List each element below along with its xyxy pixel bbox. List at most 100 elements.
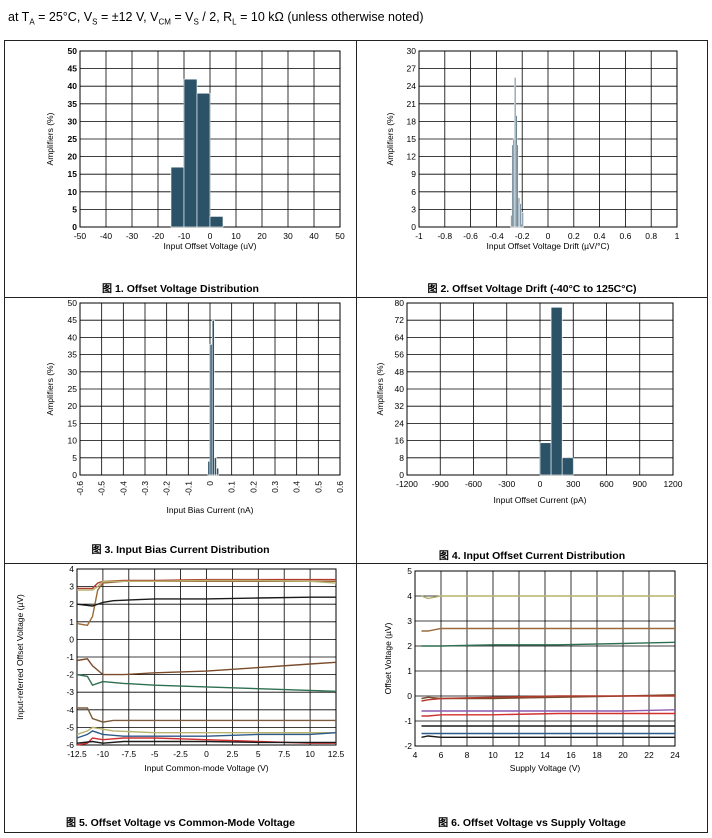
histogram-bar — [209, 216, 224, 228]
x-tick-label: 600 — [599, 479, 613, 489]
series-line-unit-10 — [421, 735, 675, 739]
series-line-unit-5 — [421, 695, 675, 702]
y-tick-label: 64 — [395, 332, 405, 342]
chart-offset-vs-common-mode: -12.5 -10 -7.5 -5 -2.5 0 2.5 5 7.5 10 12.5-6-5-4-3… — [15, 564, 345, 773]
series-line-unit-8 — [76, 726, 336, 736]
y-tick-label: 3 — [411, 204, 416, 214]
x-axis-label: Input Offset Current (pA) — [494, 495, 587, 505]
series-line-unit-1 — [77, 578, 336, 590]
caption-text: 1. Offset Voltage Distribution — [115, 283, 259, 295]
x-tick-label: -1200 — [396, 479, 418, 489]
y-tick-label: 35 — [68, 350, 78, 360]
y-axis-label: Amplifiers (%) — [45, 112, 55, 165]
x-tick-label: 50 — [335, 231, 345, 241]
y-tick-label: 4 — [407, 591, 412, 601]
x-tick-label: 20 — [257, 231, 267, 241]
caption-text: 4. Input Offset Current Distribution — [451, 550, 626, 562]
x-tick-label: 22 — [644, 750, 654, 760]
x-tick-label: 40 — [309, 231, 319, 241]
x-tick-label: 0.5 — [313, 481, 323, 493]
chart-input-offset-current: -1200 -900 -600 -300 0 300 600 900 1200 0 8 16 24 32 4… — [375, 298, 683, 505]
y-tick-label: 5 — [72, 204, 77, 214]
y-axis-label: Amplifiers (%) — [385, 112, 395, 165]
series-line-unit-6 — [421, 709, 676, 712]
x-tick-label: -900 — [432, 479, 449, 489]
x-axis-label: Supply Voltage (V) — [510, 763, 581, 773]
x-tick-label: -600 — [465, 479, 482, 489]
x-tick-label: -50 — [74, 231, 87, 241]
series-line-unit-3 — [77, 579, 337, 591]
y-tick-label: 0 — [407, 691, 412, 701]
y-tick-label: 30 — [68, 116, 78, 126]
y-tick-label: 16 — [395, 436, 405, 446]
caption-fig6: 图 6. Offset Voltage vs Supply Voltage — [357, 814, 707, 829]
x-axis-label: Input Bias Current (nA) — [167, 505, 254, 515]
y-tick-label: 24 — [395, 418, 405, 428]
x-tick-label: 0.4 — [594, 231, 606, 241]
series-line-unit-4 — [76, 596, 336, 607]
figure-icon: 图 — [438, 551, 449, 562]
figure-icon: 图 — [65, 818, 76, 829]
y-tick-label: 20 — [68, 152, 78, 162]
x-tick-label: -0.2 — [162, 481, 172, 496]
y-tick-label: 80 — [395, 298, 405, 308]
caption-fig5: 图 5. Offset Voltage vs Common-Mode Voltag… — [5, 814, 356, 829]
chart-offset-voltage-drift: -1 -0.8 -0.6 -0.4 -0.2 0 0.2 0.4 0.6 0.8 1 0 3 6 9 12 15… — [385, 46, 680, 251]
x-tick-label: -10 — [97, 749, 110, 759]
y-tick-label: 15 — [407, 134, 417, 144]
x-tick-label: -0.8 — [437, 231, 452, 241]
x-tick-label: -1 — [415, 231, 423, 241]
x-tick-label: 2.5 — [226, 749, 238, 759]
y-tick-label: 2 — [407, 641, 412, 651]
y-tick-label: -1 — [66, 652, 74, 662]
x-tick-label: 0 — [546, 231, 551, 241]
y-tick-label: 8 — [399, 453, 404, 463]
y-tick-label: 1 — [407, 666, 412, 676]
y-tick-label: 25 — [68, 134, 78, 144]
x-tick-label: 6 — [439, 750, 444, 760]
x-tick-label: 0.6 — [335, 481, 345, 493]
x-tick-label: 0.4 — [292, 481, 302, 493]
x-tick-label: -0.4 — [489, 231, 504, 241]
y-tick-label: -5 — [66, 722, 74, 732]
x-tick-label: 12.5 — [328, 749, 345, 759]
histogram-bar — [516, 144, 519, 228]
caption-text: 3. Input Bias Current Distribution — [104, 544, 270, 556]
x-tick-label: 0.3 — [270, 481, 280, 493]
grid-mid — [356, 40, 357, 833]
x-tick-label: 0.1 — [227, 481, 237, 493]
series-line-unit-7 — [77, 707, 336, 723]
histogram-bar — [183, 78, 198, 228]
x-axis-label: Input Offset Voltage (uV) — [164, 241, 257, 251]
y-axis-label: Offset Voltage (µV) — [383, 622, 393, 694]
histogram-bar — [519, 203, 522, 228]
y-tick-label: 72 — [395, 315, 405, 325]
y-tick-label: -3 — [66, 687, 74, 697]
x-tick-label: -40 — [100, 231, 113, 241]
y-tick-label: -6 — [66, 740, 74, 750]
y-axis-label: Input-referred Offset Voltage (µV) — [15, 594, 25, 720]
y-tick-label: 5 — [407, 566, 412, 576]
x-tick-label: 7.5 — [278, 749, 290, 759]
x-tick-label: -0.5 — [97, 481, 107, 496]
x-tick-label: 1200 — [664, 479, 683, 489]
figure-icon: 图 — [427, 284, 438, 295]
series-line-unit-2 — [421, 627, 675, 632]
histogram-bar — [550, 307, 563, 476]
y-tick-label: 15 — [68, 418, 78, 428]
x-tick-label: 10 — [305, 749, 315, 759]
histogram-bar — [207, 460, 211, 476]
x-tick-label: 300 — [566, 479, 580, 489]
y-tick-label: -1 — [404, 716, 412, 726]
y-tick-label: 0 — [72, 222, 77, 232]
y-tick-label: 9 — [411, 169, 416, 179]
y-tick-label: 12 — [407, 152, 417, 162]
chart-input-bias-current: -0.6 -0.5 -0.4 -0.3 -0.2 -0.1 0 0.1 0.2 0.3 0.4 0.5… — [45, 298, 345, 515]
x-tick-label: 0 — [205, 481, 215, 486]
y-axis-label: Amplifiers (%) — [375, 362, 385, 415]
caption-fig2: 图 2. Offset Voltage Drift (-40°C to 125C°… — [357, 280, 707, 295]
series-line-unit-1 — [421, 595, 675, 600]
grid-left — [4, 40, 5, 833]
y-axis-label: Amplifiers (%) — [45, 362, 55, 415]
